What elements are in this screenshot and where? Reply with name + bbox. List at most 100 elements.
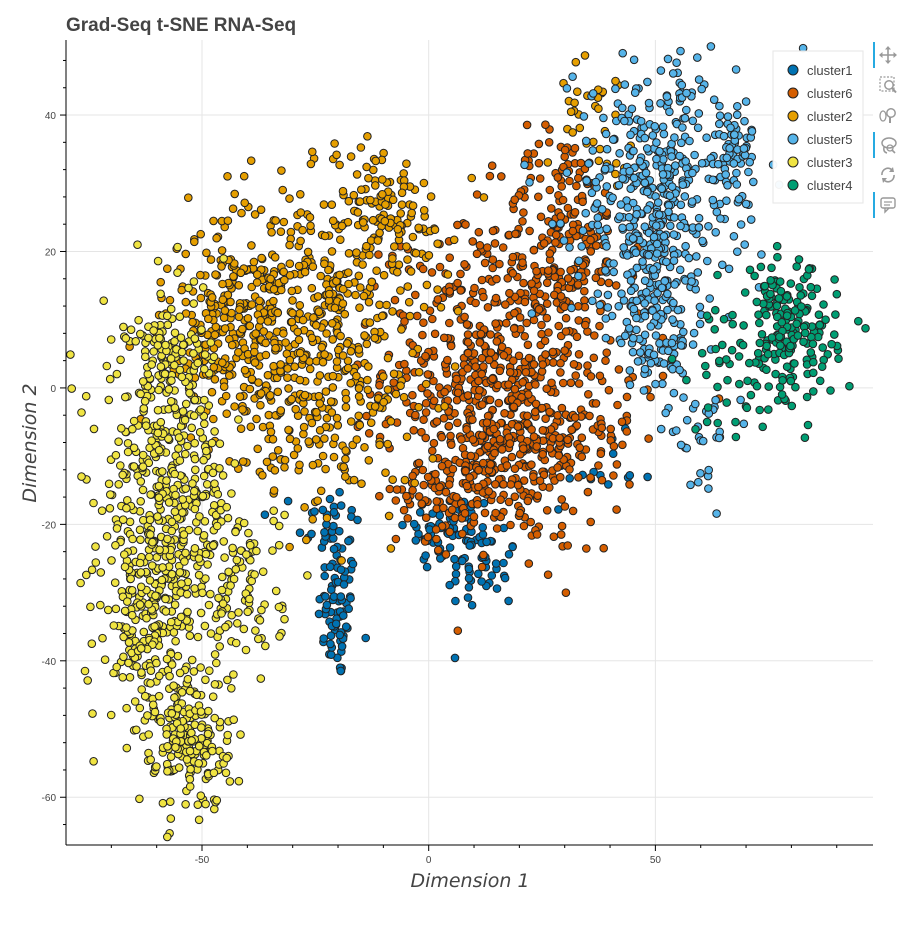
data-point	[745, 157, 755, 167]
data-point	[136, 644, 146, 653]
data-point	[188, 317, 197, 327]
data-point	[518, 217, 527, 226]
data-point	[217, 262, 226, 271]
data-point	[234, 348, 243, 357]
data-point	[195, 427, 205, 437]
data-point	[152, 658, 161, 668]
data-point	[310, 507, 319, 516]
data-point	[280, 614, 289, 624]
data-point	[256, 389, 266, 398]
data-point	[544, 328, 553, 337]
data-point	[185, 782, 195, 791]
data-point	[280, 463, 289, 472]
data-point	[529, 432, 539, 442]
data-point	[557, 521, 567, 531]
data-point	[690, 150, 699, 160]
data-point	[563, 541, 573, 550]
data-point	[675, 151, 684, 161]
hover-tool[interactable]	[873, 190, 903, 220]
data-point	[667, 354, 677, 364]
data-point	[164, 385, 174, 394]
data-point	[268, 435, 278, 444]
wheel-zoom-icon	[879, 106, 897, 124]
data-point	[444, 480, 454, 489]
data-point	[174, 763, 184, 772]
data-point	[191, 465, 200, 475]
data-point	[723, 112, 733, 121]
data-point	[463, 593, 473, 602]
data-point	[694, 223, 704, 232]
data-point	[336, 565, 346, 575]
data-point	[385, 484, 395, 494]
data-point	[604, 385, 614, 395]
data-point	[649, 265, 658, 274]
data-point	[120, 562, 130, 572]
data-point	[298, 225, 307, 235]
data-point	[601, 333, 611, 343]
data-point	[625, 480, 634, 489]
reset-tool[interactable]	[873, 160, 903, 190]
data-point	[609, 267, 619, 277]
data-point	[325, 562, 335, 572]
data-point	[171, 743, 180, 752]
data-point	[494, 398, 504, 408]
data-point	[557, 495, 567, 504]
data-point	[606, 424, 616, 434]
data-point	[724, 264, 734, 274]
data-point	[677, 80, 687, 90]
data-point	[344, 604, 354, 614]
data-point	[379, 372, 388, 381]
data-point	[182, 589, 192, 599]
data-point	[280, 275, 289, 285]
data-point	[439, 333, 449, 343]
data-point	[355, 420, 365, 430]
data-point	[672, 426, 681, 435]
data-point	[441, 550, 451, 559]
lasso-tool[interactable]	[873, 130, 903, 160]
data-point	[185, 388, 194, 398]
box-zoom-tool[interactable]	[873, 70, 903, 100]
data-point	[615, 212, 624, 221]
data-point	[157, 575, 167, 585]
data-point	[423, 532, 433, 542]
data-point	[599, 543, 609, 553]
data-point	[488, 374, 497, 384]
data-point	[804, 265, 814, 274]
data-point	[166, 397, 176, 406]
data-point	[517, 393, 526, 402]
data-point	[158, 563, 167, 572]
data-point	[352, 170, 362, 179]
data-point	[793, 331, 803, 340]
data-point	[256, 400, 265, 410]
wheel-zoom-tool[interactable]	[873, 100, 903, 130]
data-point	[147, 436, 156, 446]
data-point	[154, 385, 163, 395]
data-point	[285, 240, 294, 250]
data-point	[236, 730, 245, 739]
data-point	[484, 355, 494, 365]
data-point	[687, 277, 696, 286]
data-point	[153, 405, 163, 415]
data-point	[279, 329, 288, 338]
data-point	[739, 321, 748, 330]
pan-tool[interactable]	[873, 40, 903, 70]
data-point	[574, 350, 584, 359]
data-point	[138, 377, 148, 386]
data-point	[221, 391, 231, 401]
data-point	[725, 144, 734, 153]
data-point	[639, 386, 649, 395]
data-point	[617, 417, 627, 427]
data-point	[223, 290, 233, 300]
data-point	[161, 594, 170, 604]
data-point	[603, 303, 613, 312]
data-point	[500, 409, 509, 418]
data-point	[206, 255, 216, 264]
data-point	[330, 433, 340, 443]
data-point	[501, 300, 510, 309]
data-point	[411, 248, 421, 258]
data-point	[714, 433, 724, 443]
data-point	[363, 132, 372, 141]
data-point	[414, 458, 424, 468]
data-point	[600, 164, 610, 174]
data-point	[417, 499, 427, 509]
